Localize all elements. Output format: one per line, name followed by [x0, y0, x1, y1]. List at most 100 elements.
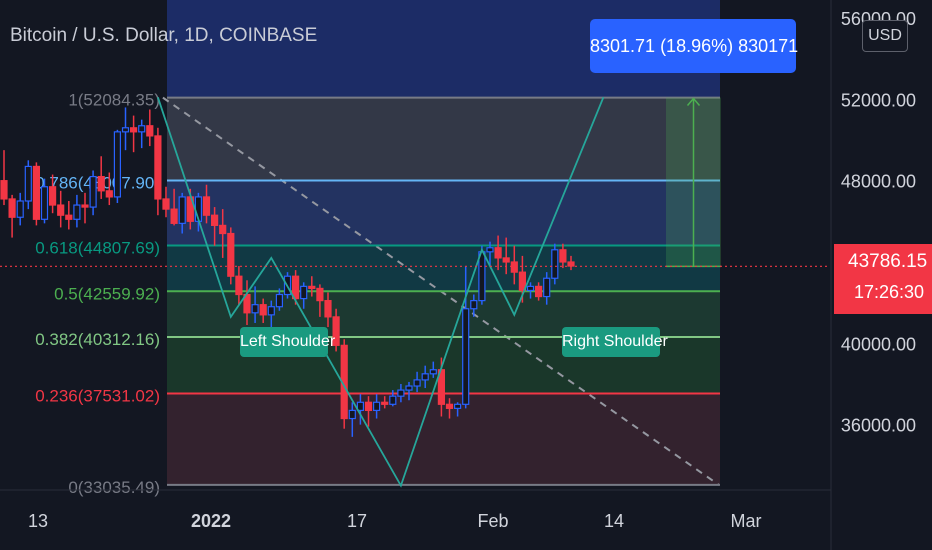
candle-body — [81, 204, 89, 208]
x-tick-label: 2022 — [191, 511, 231, 531]
candle-body — [32, 165, 41, 220]
candle-body — [300, 285, 308, 300]
candle-body — [462, 308, 470, 405]
candle-body — [494, 247, 502, 259]
last-price-value: 43786.15 — [848, 251, 928, 272]
right-shoulder-label: Right Shoulder — [562, 327, 668, 357]
candlestick-series — [0, 107, 575, 437]
candle-body — [381, 401, 389, 405]
y-tick-label: 52000.00 — [841, 90, 916, 110]
candle-body — [146, 125, 154, 137]
candle-body — [308, 285, 316, 290]
candle-body — [348, 409, 356, 420]
axes — [0, 0, 832, 550]
candle-body — [559, 249, 567, 263]
measure-label: 8301.71 (18.96%) 830171 — [590, 19, 798, 73]
candle-body — [178, 196, 186, 224]
left-shoulder-label: Left Shoulder — [240, 327, 335, 357]
fib-zone — [167, 97, 720, 181]
price-range-measure — [666, 97, 721, 268]
candle-body — [73, 204, 81, 220]
candle-body — [332, 316, 340, 346]
y-tick-label: 36000.00 — [841, 416, 916, 436]
candle-body — [292, 275, 300, 300]
fib-level-label: 0.236(37531.02) — [35, 387, 160, 406]
candle-body — [364, 401, 373, 412]
candle-body — [518, 271, 527, 292]
candle-body — [259, 304, 267, 316]
candle-body — [227, 232, 235, 277]
candle-body — [16, 200, 24, 218]
candle-body — [486, 247, 494, 253]
fib-level-label: 0.5(42559.92) — [54, 284, 160, 303]
candle-body — [130, 127, 138, 133]
candle-body — [211, 214, 219, 226]
candle-body — [510, 261, 518, 273]
candle-body — [40, 186, 49, 220]
symbol-title: Bitcoin / U.S. Dollar, 1D, COINBASE — [10, 25, 318, 46]
candle-body — [24, 165, 32, 202]
candle-body — [89, 175, 97, 208]
y-tick-label: 48000.00 — [841, 172, 916, 192]
candle-body — [421, 373, 429, 381]
fib-retracement-fill — [167, 0, 720, 485]
candle-body — [356, 401, 364, 412]
candle-body — [105, 190, 113, 198]
candle-body — [316, 287, 324, 302]
fib-level-label: 0(33035.49) — [68, 478, 160, 497]
candle-body — [97, 175, 105, 192]
fib-level-labels: 1(52084.35)0.786(48007.90)0.618(44807.69… — [35, 91, 160, 497]
y-tick-label: 40000.00 — [841, 334, 916, 354]
currency-button[interactable]: USD — [862, 20, 908, 52]
last-price-badge: 43786.15 17:26:30 — [834, 244, 932, 314]
fib-level-label: 0.618(44807.69) — [35, 239, 160, 258]
candle-body — [567, 261, 575, 267]
candle-body — [113, 131, 122, 198]
candle-body — [65, 214, 73, 220]
bar-countdown: 17:26:30 — [854, 282, 925, 302]
candle-body — [405, 385, 413, 391]
x-tick-label: Mar — [731, 511, 762, 531]
candle-body — [324, 300, 332, 318]
candle-body — [534, 285, 543, 298]
x-axis-tick-labels: 13 2022 17 Feb 14 Mar — [28, 511, 762, 531]
candle-body — [138, 125, 146, 133]
candle-body — [373, 401, 381, 412]
candle-body — [251, 304, 259, 314]
candle-body — [48, 186, 57, 206]
candle-body — [275, 293, 283, 308]
candle-body — [526, 285, 535, 292]
candle-body — [57, 204, 65, 216]
candle-body — [543, 277, 551, 298]
fib-zone — [167, 393, 720, 485]
candle-body — [502, 257, 510, 263]
candle-body — [8, 198, 16, 218]
candle-body — [454, 403, 462, 409]
x-tick-label: Feb — [477, 511, 508, 531]
measure-arrowhead — [686, 97, 701, 107]
candle-body — [551, 249, 559, 279]
candle-body — [0, 180, 8, 200]
candle-body — [219, 224, 227, 235]
candle-body — [202, 196, 211, 216]
candle-body — [121, 127, 130, 133]
fib-level-label: 1(52084.35) — [68, 91, 160, 110]
fib-zone — [167, 180, 720, 246]
candle-body — [413, 379, 421, 387]
x-tick-label: 13 — [28, 511, 48, 531]
candle-body — [389, 395, 397, 405]
candle-body — [470, 300, 478, 310]
candle-body — [170, 208, 178, 224]
fib-zone — [167, 245, 720, 292]
candle-body — [267, 306, 275, 316]
x-tick-label: 14 — [604, 511, 624, 531]
candle-body — [445, 403, 454, 409]
candle-body — [162, 198, 170, 210]
candle-body — [154, 135, 162, 200]
x-tick-label: 17 — [347, 511, 367, 531]
candle-body — [397, 389, 405, 397]
candle-body — [478, 251, 486, 302]
fib-level-label: 0.382(40312.16) — [35, 330, 160, 349]
